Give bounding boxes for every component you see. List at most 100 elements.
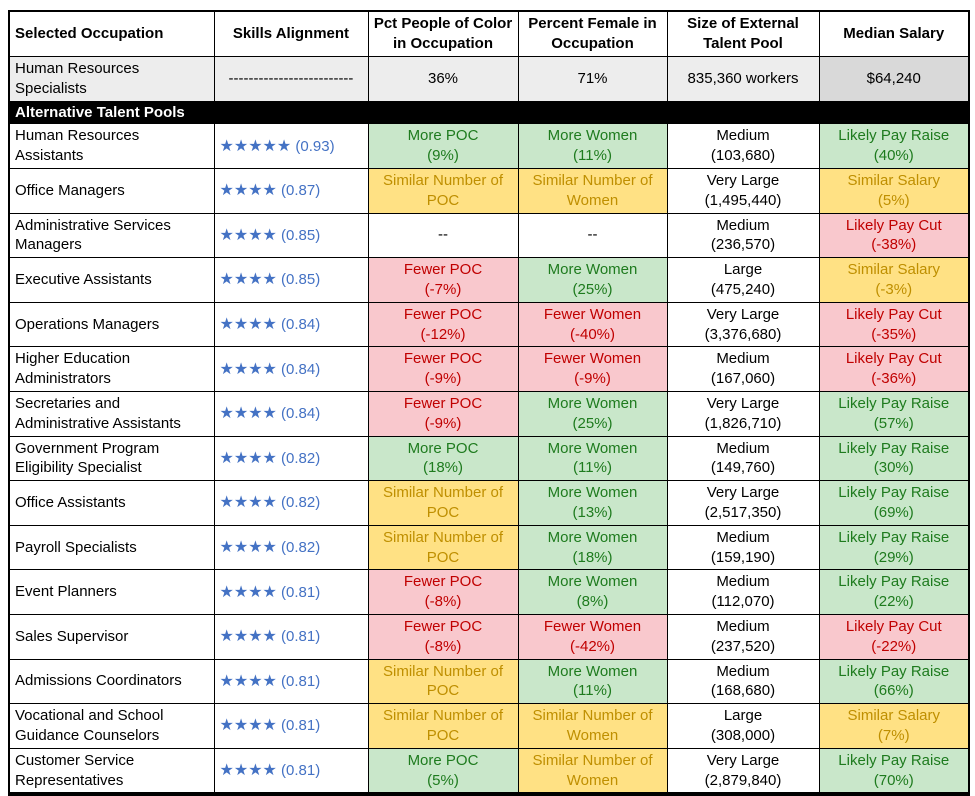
skills-alignment-cell: ★★★★ (0.85): [213, 257, 369, 303]
salary-status-value: (-38%): [871, 236, 917, 254]
table-row: Admissions Coordinators ★★★★ (0.81) Simila…: [8, 658, 970, 705]
alignment-score: (0.82): [281, 538, 321, 556]
female-status-value: (18%): [572, 548, 613, 566]
pct-female-cell: More Women (18%): [517, 524, 668, 571]
selected-occupation-label: Human Resources Specialists: [15, 60, 140, 97]
poc-status-value: (18%): [422, 459, 463, 477]
female-status-value: (25%): [572, 280, 613, 298]
poc-status-value: (-8%): [424, 593, 462, 611]
poc-status-value: POC: [426, 191, 460, 209]
occupation-label: Office Managers: [15, 181, 125, 199]
pool-size-value: (103,680): [710, 147, 776, 165]
poc-status-text: Similar Number of: [382, 528, 504, 546]
poc-status-value: (-7%): [424, 280, 462, 298]
pct-poc-cell: Similar Number of POC: [367, 658, 519, 705]
column-header-pct-female: Percent Female in Occupation: [517, 10, 668, 57]
alignment-score: (0.85): [281, 226, 321, 244]
column-header-talent-pool-size: Size of External Talent Pool: [666, 10, 820, 57]
pool-size-text: Very Large: [706, 171, 780, 189]
occupation-label: Operations Managers: [15, 315, 160, 333]
skills-alignment-cell: ★★★★ (0.87): [213, 167, 369, 214]
talent-pool-cell: Medium (236,570): [666, 212, 820, 259]
poc-status-text: Similar Number of: [382, 707, 504, 725]
occupation-cell: Admissions Coordinators: [8, 658, 215, 705]
salary-status-text: Similar Salary: [847, 171, 941, 189]
pool-size-value: (1,826,710): [704, 414, 782, 432]
column-header-selected-occupation: Selected Occupation: [8, 10, 215, 57]
occupation-cell: Office Managers: [8, 167, 215, 214]
median-salary-value: $64,240: [866, 69, 921, 87]
alignment-score: (0.84): [281, 316, 321, 333]
poc-status-text: Fewer POC: [403, 305, 483, 323]
table-row: Administrative Services Managers ★★★★ (0.…: [8, 212, 970, 259]
occupation-label: Government Program Eligibility Specialis…: [15, 439, 160, 477]
pct-female-cell: More Women (11%): [517, 435, 668, 482]
median-salary-cell: Likely Pay Raise (70%): [818, 747, 970, 795]
occupation-cell: Higher Education Administrators: [8, 346, 215, 392]
star-rating-icon: ★★★★★: [219, 137, 292, 155]
section-header-label: Alternative Talent Pools: [15, 103, 185, 121]
selected-occupation-cell: Human Resources Specialists: [8, 56, 215, 102]
pool-size-text: Very Large: [706, 305, 780, 323]
salary-status-value: (5%): [877, 191, 910, 209]
star-rating-icon: ★★★★: [219, 717, 277, 735]
alignment-score: (0.82): [281, 449, 321, 467]
poc-status-value: (-9%): [424, 370, 462, 388]
pct-poc-cell: Fewer POC (-8%): [367, 569, 519, 615]
female-status-value: (8%): [576, 593, 609, 611]
occupation-label: Office Assistants: [15, 494, 126, 512]
alignment-score: (0.82): [281, 494, 321, 512]
salary-status-value: (69%): [873, 503, 914, 521]
pool-size-value: (168,680): [710, 682, 776, 700]
table-row: Secretaries and Administrative Assistant…: [8, 390, 970, 437]
occupation-label: Human Resources Assistants: [15, 127, 140, 165]
alignment-score: (0.81): [281, 672, 321, 690]
header-row: Selected Occupation Skills Alignment Pct P…: [8, 10, 970, 57]
skills-alignment-cell: ★★★★ (0.82): [213, 480, 369, 526]
poc-status-value: POC: [426, 503, 460, 521]
female-status-text: Similar Number of: [532, 751, 653, 769]
occupation-label: Vocational and School Guidance Counselor…: [15, 707, 164, 744]
occupation-cell: Office Assistants: [8, 480, 215, 526]
female-status-text: More Women: [547, 261, 638, 279]
pool-size-text: Medium: [716, 573, 770, 591]
talent-pool-cell: Medium (168,680): [666, 658, 820, 705]
occupation-cell: Human Resources Assistants: [8, 123, 215, 169]
column-header-text: Talent Pool: [703, 35, 783, 52]
poc-status-text: Fewer POC: [403, 350, 483, 368]
table-row: Event Planners ★★★★ (0.81) Fewer POC (-8%) M…: [8, 569, 970, 615]
star-rating-icon: ★★★★: [219, 226, 277, 244]
median-salary-cell: Likely Pay Raise (40%): [818, 123, 970, 169]
pool-size-text: Large: [723, 261, 763, 279]
poc-status-value: POC: [426, 548, 460, 566]
salary-status-text: Likely Pay Cut: [845, 305, 942, 323]
pool-size-text: Large: [723, 707, 763, 725]
alignment-score: (0.85): [281, 271, 321, 289]
skills-alignment-cell: ★★★★ (0.81): [213, 613, 369, 660]
median-salary-cell: Likely Pay Raise (66%): [818, 658, 970, 705]
talent-pool-cell: Very Large (1,826,710): [666, 390, 820, 437]
poc-status-text: Fewer POC: [403, 573, 483, 591]
pct-poc-cell: More POC (9%): [367, 123, 519, 169]
poc-status-text: Similar Number of: [382, 662, 504, 680]
median-salary-cell: Likely Pay Raise (57%): [818, 390, 970, 437]
skills-alignment-cell: ★★★★ (0.81): [213, 703, 369, 749]
talent-pool-cell: Medium (237,520): [666, 613, 820, 660]
star-rating-icon: ★★★★: [219, 182, 277, 200]
selected-talent-pool-cell: 835,360 workers: [666, 56, 820, 102]
occupation-label: Administrative Services Managers: [15, 216, 171, 254]
table-row: Executive Assistants ★★★★ (0.85) Fewer POC…: [8, 257, 970, 303]
salary-status-value: (40%): [873, 147, 914, 165]
salary-status-text: Likely Pay Cut: [845, 216, 942, 234]
occupation-label: Sales Supervisor: [15, 627, 129, 645]
salary-status-text: Likely Pay Raise: [838, 662, 950, 680]
table-row: Human Resources Assistants ★★★★★ (0.93) Mo…: [8, 123, 970, 169]
pct-poc-cell: Fewer POC (-9%): [367, 346, 519, 392]
table-row: Vocational and School Guidance Counselor…: [8, 703, 970, 749]
pct-female-value: 71%: [577, 69, 608, 87]
pct-female-cell: More Women (11%): [517, 658, 668, 705]
pool-size-value: (159,190): [710, 548, 776, 566]
column-header-median-salary: Median Salary: [818, 10, 970, 57]
pool-size-text: Medium: [716, 662, 770, 680]
alignment-score: (0.81): [281, 717, 321, 735]
